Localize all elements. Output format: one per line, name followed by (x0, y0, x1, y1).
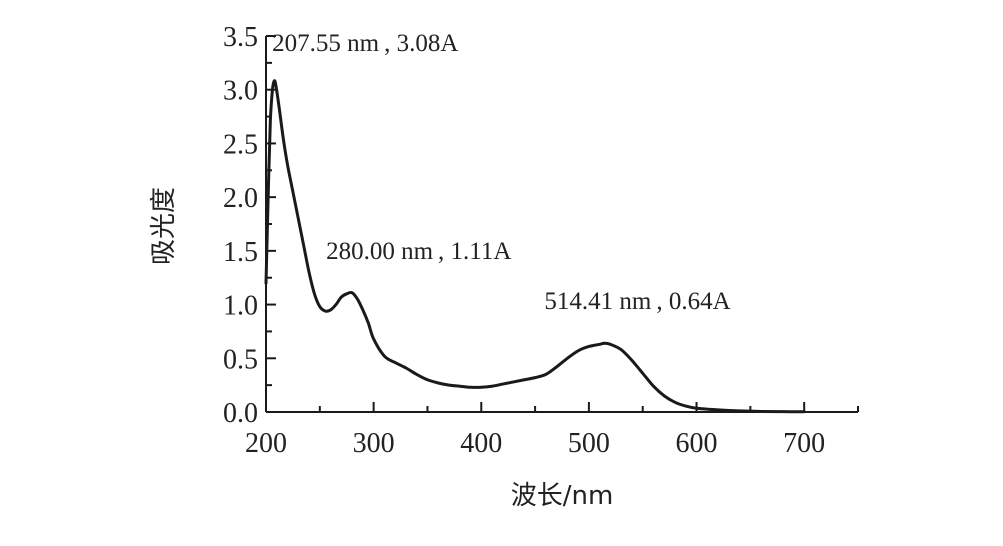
x-tick-label: 200 (245, 428, 287, 459)
x-ticks: 200 300 400 500 600 700 (245, 402, 859, 459)
x-tick-label: 300 (353, 428, 395, 459)
x-tick-label: 600 (676, 428, 718, 459)
x-tick-label: 500 (568, 428, 610, 459)
peak-label: 514.41 nm , 0.64A (544, 288, 730, 315)
y-tick-label: 3.5 (223, 22, 258, 53)
y-tick-label: 1.0 (223, 291, 258, 322)
peak-annotations: 207.55 nm , 3.08A 280.00 nm , 1.11A 514.41… (272, 30, 731, 315)
axes (265, 36, 858, 413)
y-axis-title: 吸光度 (149, 187, 179, 265)
x-axis-title: 波长/nm (511, 481, 614, 511)
x-tick-label: 700 (783, 428, 825, 459)
y-tick-label: 2.5 (223, 129, 258, 160)
y-tick-label: 2.0 (223, 183, 258, 214)
y-tick-label: 3.0 (223, 76, 258, 107)
x-tick-label: 400 (460, 428, 502, 459)
peak-label: 280.00 nm , 1.11A (326, 238, 511, 265)
y-tick-label: 1.5 (223, 237, 258, 268)
y-tick-label: 0.5 (223, 344, 258, 375)
y-tick-label: 0.0 (223, 398, 258, 429)
peak-label: 207.55 nm , 3.08A (272, 30, 458, 57)
spectrum-line (264, 79, 806, 414)
y-ticks: 0.0 0.5 1.0 1.5 2.0 2.5 3.0 3.5 (223, 22, 276, 429)
